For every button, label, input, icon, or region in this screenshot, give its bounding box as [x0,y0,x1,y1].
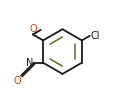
Text: O: O [13,76,20,86]
Text: N: N [26,58,33,68]
Text: Cl: Cl [89,31,99,41]
Text: O: O [29,24,36,34]
